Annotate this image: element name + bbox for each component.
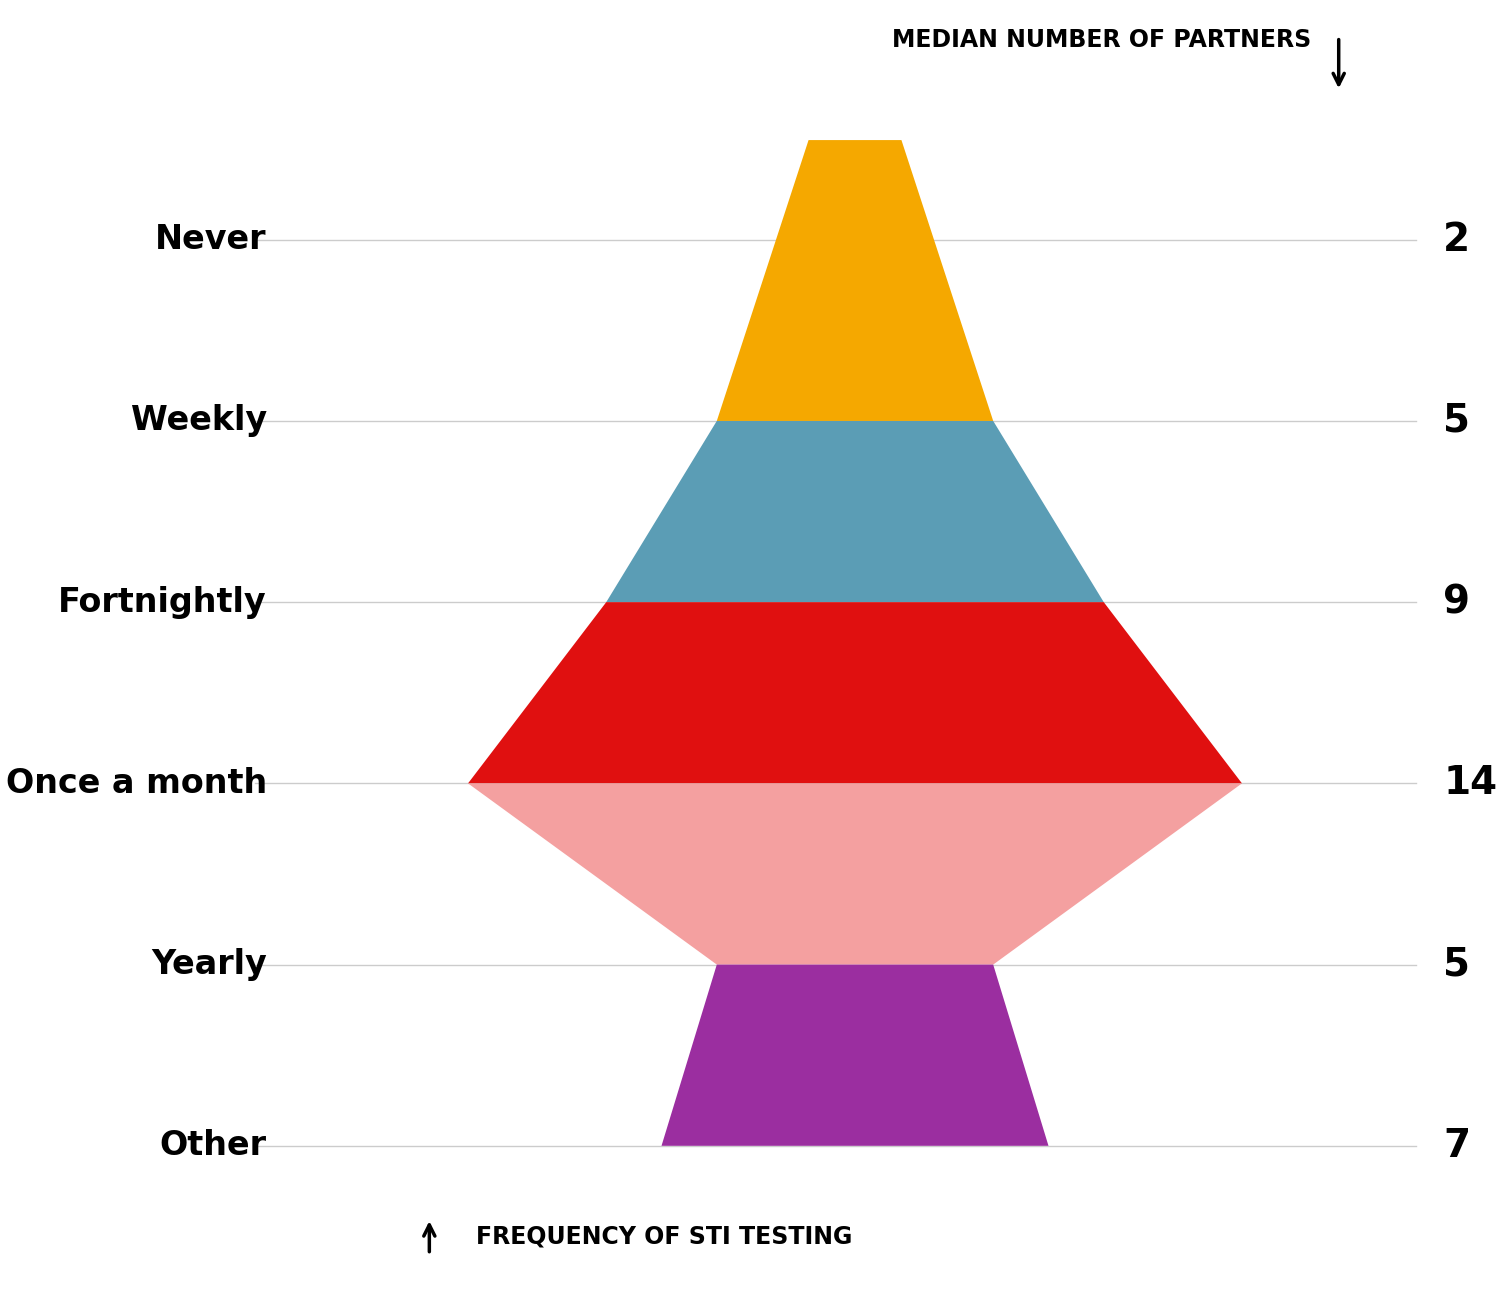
Polygon shape [661,965,1048,1146]
Text: Fortnightly: Fortnightly [59,585,267,618]
Text: Weekly: Weekly [131,404,267,437]
Text: 9: 9 [1443,583,1470,621]
Text: Other: Other [159,1129,267,1162]
Polygon shape [469,602,1242,784]
Text: FREQUENCY OF STI TESTING: FREQUENCY OF STI TESTING [476,1224,852,1248]
Text: 14: 14 [1443,764,1497,802]
Text: 7: 7 [1443,1127,1470,1164]
Polygon shape [469,784,1242,965]
Text: 5: 5 [1443,945,1470,983]
Text: MEDIAN NUMBER OF PARTNERS: MEDIAN NUMBER OF PARTNERS [892,29,1311,52]
Text: 2: 2 [1443,220,1470,258]
Text: Once a month: Once a month [6,767,267,799]
Polygon shape [716,140,993,421]
Text: Never: Never [155,223,267,257]
Text: Yearly: Yearly [152,948,267,981]
Text: 5: 5 [1443,402,1470,439]
Polygon shape [607,421,1104,602]
